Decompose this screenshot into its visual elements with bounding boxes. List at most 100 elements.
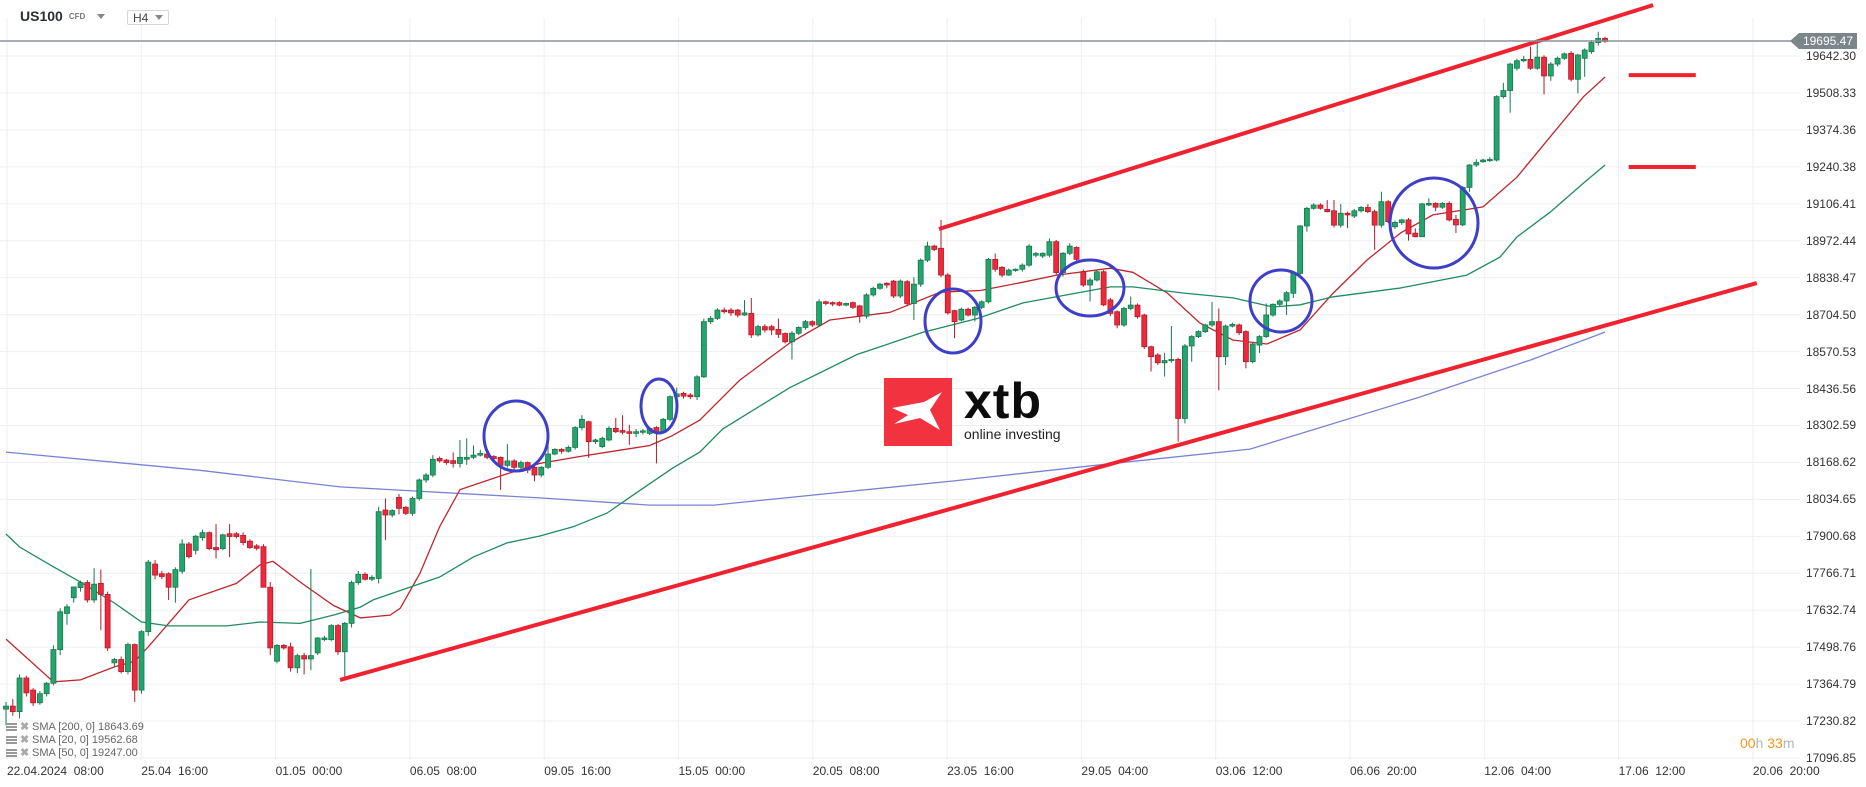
candle-body (57, 611, 64, 650)
candle-bullish (1507, 62, 1514, 113)
candle-body (436, 458, 443, 462)
candle-bullish (917, 258, 924, 287)
candle-body (1351, 210, 1358, 217)
candle-bullish (1195, 330, 1202, 338)
candle-body (457, 456, 463, 464)
candle-bearish (1080, 269, 1087, 287)
candle-bullish (470, 445, 477, 460)
candle-body (612, 427, 619, 433)
legend-item-sma20[interactable]: ✖ SMA [20, 0] 19562.68 (6, 733, 144, 746)
price-tick-label: 18034.65 (1805, 492, 1856, 507)
candle-body (233, 533, 240, 537)
trendline[interactable] (339, 281, 1758, 682)
candle-bullish (341, 621, 348, 678)
candle-body (545, 453, 551, 468)
candle-body (1270, 303, 1276, 316)
candle-bearish (335, 623, 341, 656)
annotation-circle[interactable] (1388, 176, 1480, 270)
candle-bullish (1310, 203, 1317, 210)
price-tick-label: 17900.68 (1805, 529, 1856, 544)
candle-body (1432, 202, 1439, 208)
candle-body (104, 594, 111, 649)
candle-body (755, 326, 761, 336)
annotation-circles[interactable] (482, 176, 1480, 473)
trendline[interactable] (938, 3, 1654, 231)
candle-bullish (667, 395, 673, 422)
timeframe-dropdown[interactable]: H4 (127, 10, 169, 25)
candle-body (463, 456, 470, 460)
annotation-circle[interactable] (923, 287, 983, 355)
sma-line (5, 164, 1606, 627)
candle-bullish (77, 580, 84, 592)
price-tick-label: 19642.30 (1805, 49, 1856, 63)
candle-body (179, 543, 186, 572)
candle-body (1066, 245, 1073, 254)
annotation-circle[interactable] (1054, 258, 1126, 318)
candle-bearish (511, 459, 518, 471)
remove-icon[interactable]: ✖ (20, 747, 30, 759)
candle-bullish (1337, 204, 1344, 228)
candle-body (1473, 162, 1480, 166)
candle-body (1486, 159, 1493, 162)
candle-bullish (463, 438, 470, 465)
remove-icon[interactable]: ✖ (20, 734, 30, 746)
candle-body (335, 625, 341, 653)
candle-bearish (761, 324, 768, 333)
candle-bearish (382, 498, 389, 541)
candle-bullish (1534, 43, 1541, 70)
annotation-circle[interactable] (482, 399, 550, 473)
legend-item-sma50[interactable]: ✖ SMA [50, 0] 19247.00 (6, 746, 144, 759)
settings-list-icon[interactable] (6, 722, 17, 731)
candle-bearish (206, 531, 213, 551)
price-tick-label: 18302.59 (1805, 418, 1856, 433)
settings-list-icon[interactable] (6, 735, 17, 744)
candle-bearish (253, 543, 260, 551)
symbol-selector[interactable]: US100 CFD (20, 8, 106, 24)
candle-bearish (1236, 323, 1243, 336)
legend-label: SMA [20, 0] 19562.68 (32, 733, 138, 746)
candle-bullish (877, 282, 883, 290)
remove-icon[interactable]: ✖ (20, 721, 30, 733)
time-tick-label: 03.06 12:00 (1215, 764, 1283, 778)
candle-bullish (538, 466, 545, 478)
candle-body (450, 460, 457, 464)
candle-body (328, 625, 335, 641)
timer-minutes: 33 (1767, 735, 1783, 751)
candle-body (64, 606, 70, 614)
candle-bearish (1324, 200, 1331, 213)
candle-bullish (518, 460, 524, 469)
candle-body (70, 586, 77, 599)
candle-bearish (158, 570, 165, 580)
candle-body (77, 582, 84, 588)
candle-bullish (1358, 206, 1364, 213)
price-tick-label: 19374.36 (1805, 122, 1856, 137)
xtb-logo: xtb online investing (884, 376, 1061, 446)
annotation-circle[interactable] (1248, 268, 1314, 334)
time-tick-label: 22.04.2024 08:00 (7, 764, 104, 778)
candle-bearish (809, 320, 816, 327)
settings-list-icon[interactable] (6, 748, 17, 757)
candle-body (1182, 345, 1188, 419)
candle-bearish (260, 544, 267, 588)
candle-bearish (890, 280, 897, 298)
candle-body (368, 576, 375, 580)
candle-bearish (97, 569, 104, 631)
annotation-circle[interactable] (639, 377, 679, 435)
candle-bullish (694, 375, 700, 400)
candle-bullish (978, 300, 985, 309)
candle-bearish (734, 308, 741, 318)
candle-bullish (409, 496, 416, 516)
candle-body (626, 431, 633, 434)
candle-bearish (213, 524, 219, 559)
candle-body (1297, 225, 1304, 274)
timer-hours-unit: h (1755, 735, 1764, 751)
candle-body (572, 427, 579, 448)
trendlines[interactable] (339, 3, 1758, 682)
candle-bullish (1290, 271, 1297, 298)
candle-bearish (999, 266, 1005, 278)
candle-bearish (1053, 240, 1060, 275)
candle-bullish (1398, 218, 1405, 225)
candle-bullish (1466, 164, 1473, 192)
legend-item-sma200[interactable]: ✖ SMA [200, 0] 18643.69 (6, 720, 144, 733)
